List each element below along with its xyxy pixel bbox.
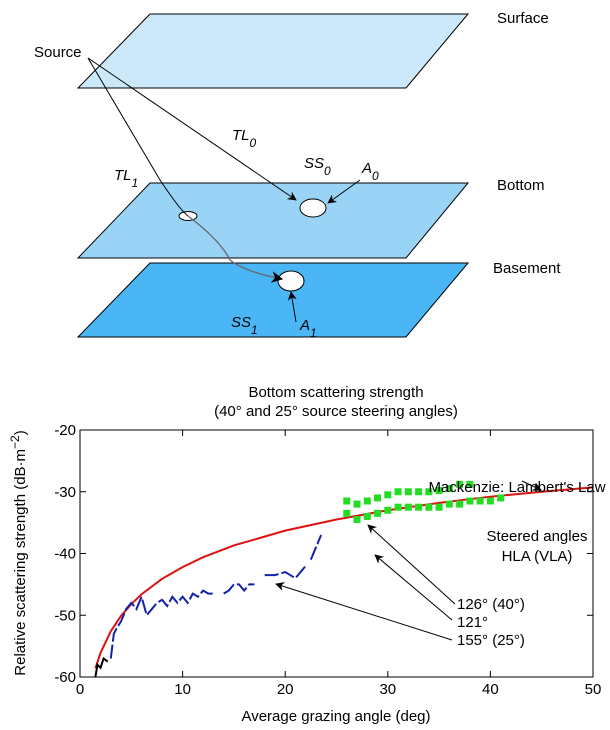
marker xyxy=(497,494,505,502)
y-axis-label: Relative scattering strength (dB·m−2) xyxy=(8,430,29,675)
label: A1 xyxy=(299,317,317,340)
label-sub: 1 xyxy=(132,176,139,190)
marker xyxy=(435,503,443,511)
chart-title: Bottom scattering strength xyxy=(248,384,423,401)
x-tick-label: 50 xyxy=(585,681,602,698)
y-tick-label: -20 xyxy=(54,422,76,439)
marker xyxy=(466,480,474,488)
arrow-a1 xyxy=(287,291,297,323)
y-label-sup: −2 xyxy=(8,435,22,449)
x-tick-label: 10 xyxy=(174,681,191,698)
label-sub: 1 xyxy=(310,326,317,340)
annotation: HLA (VLA) xyxy=(502,548,573,565)
marker xyxy=(363,497,371,505)
label: A0 xyxy=(361,160,379,183)
y-tick-label: -50 xyxy=(54,607,76,624)
label: TL1 xyxy=(114,167,138,190)
marker xyxy=(363,512,371,520)
marker xyxy=(445,500,453,508)
arrow-a0 xyxy=(327,179,361,204)
marker xyxy=(394,488,402,496)
marker xyxy=(343,497,351,505)
label-main: A xyxy=(361,160,372,177)
basement-plane xyxy=(76,262,470,338)
annotation-arrow xyxy=(275,582,453,641)
bottom-spot xyxy=(299,198,327,218)
label-main: A xyxy=(299,317,310,334)
ray-tl1 xyxy=(87,57,189,217)
x-tick-label: 40 xyxy=(482,681,499,698)
marker xyxy=(415,503,423,511)
annotation: 126° (40°) xyxy=(457,596,525,613)
marker xyxy=(353,500,361,508)
marker xyxy=(435,487,443,495)
annotation-arrow xyxy=(374,554,453,621)
chart-subtitle: (40° and 25° source steering angles) xyxy=(214,403,458,420)
annotation: 121° xyxy=(457,614,488,631)
annotation: Mackenzie: Lambert's Law xyxy=(428,479,605,496)
annotation: Steered angles xyxy=(487,528,588,545)
marker xyxy=(425,488,433,496)
marker xyxy=(384,506,392,514)
label: SS0 xyxy=(304,155,331,178)
marker xyxy=(394,503,402,511)
y-label-text: Relative scattering strength (dB·m xyxy=(12,449,29,676)
marker xyxy=(384,491,392,499)
marker xyxy=(343,509,351,517)
plane-label: Bottom xyxy=(497,177,545,194)
x-tick-label: 20 xyxy=(277,681,294,698)
annotation-arrow xyxy=(521,480,542,491)
marker xyxy=(415,488,423,496)
marker xyxy=(486,497,494,505)
x-axis-label: Average grazing angle (deg) xyxy=(241,708,430,725)
plot-frame xyxy=(79,429,594,678)
series-line xyxy=(94,656,109,678)
y-tick-label: -30 xyxy=(54,484,76,501)
marker xyxy=(476,497,484,505)
y-label-end: ) xyxy=(12,430,29,435)
x-tick-label: 30 xyxy=(379,681,396,698)
series-line xyxy=(109,534,323,659)
y-tick-label: -60 xyxy=(54,669,76,686)
label-main: SS xyxy=(231,314,251,331)
source-label: Source xyxy=(34,44,82,61)
label-main: SS xyxy=(304,155,324,172)
label: TL0 xyxy=(232,127,257,150)
label-sub: 0 xyxy=(250,136,257,150)
plane-label: Basement xyxy=(493,260,561,277)
marker xyxy=(456,480,464,488)
label-sub: 0 xyxy=(324,164,331,178)
bottom-plane xyxy=(76,182,470,259)
label-sub: 1 xyxy=(251,323,258,337)
annotation: 155° (25°) xyxy=(457,632,525,649)
label: SS1 xyxy=(231,314,258,337)
annotation-arrow xyxy=(367,524,456,605)
marker xyxy=(425,503,433,511)
marker xyxy=(404,488,412,496)
label-main: TL xyxy=(114,167,132,184)
y-tick-label: -40 xyxy=(54,546,76,563)
ray-tl0 xyxy=(87,57,297,201)
plane-label: Surface xyxy=(497,10,549,27)
marker xyxy=(374,494,382,502)
marker xyxy=(445,485,453,493)
basement-spot xyxy=(277,270,305,292)
label-main: TL xyxy=(232,127,250,144)
ray-tl1-sub xyxy=(187,215,284,283)
surface-plane xyxy=(76,13,470,89)
marker xyxy=(353,516,361,524)
marker xyxy=(466,497,474,505)
marker xyxy=(456,500,464,508)
label-sub: 0 xyxy=(372,169,379,183)
marker xyxy=(374,509,382,517)
marker xyxy=(404,503,412,511)
x-tick-label: 0 xyxy=(76,681,84,698)
